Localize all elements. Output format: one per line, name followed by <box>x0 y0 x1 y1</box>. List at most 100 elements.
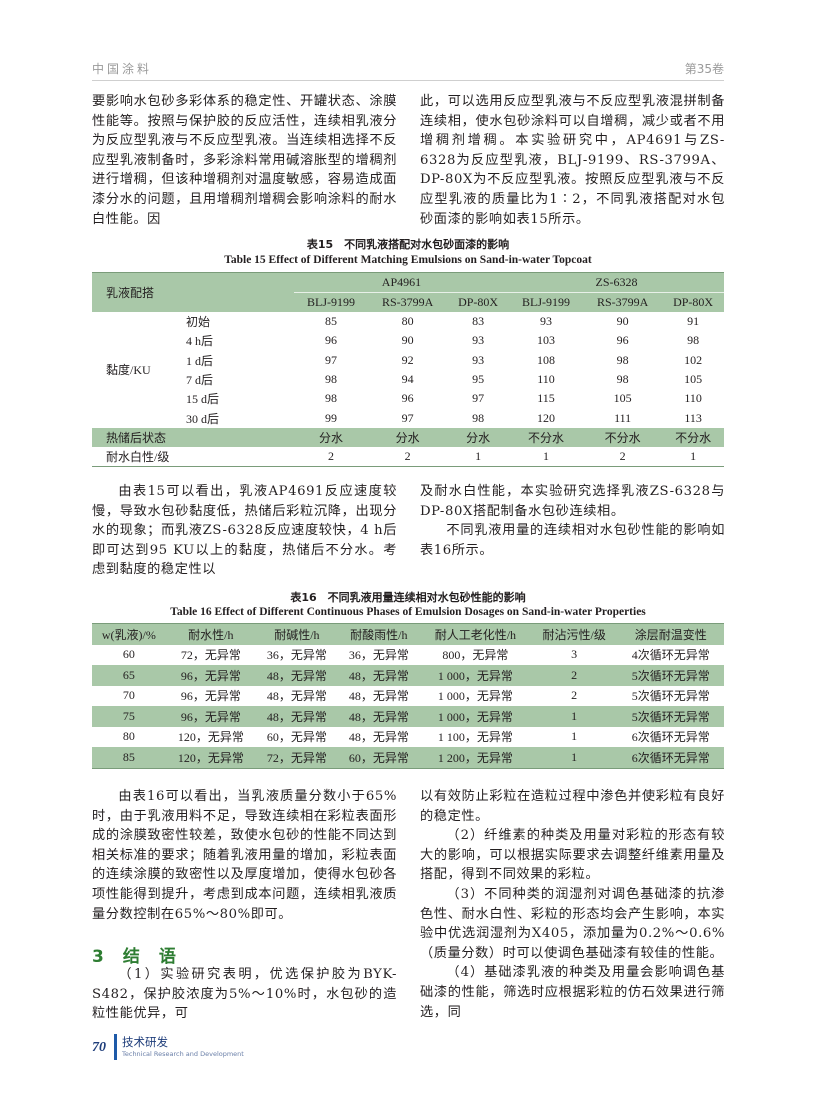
table-cell: 6次循环无异常 <box>631 750 710 765</box>
table-cell: 96 <box>325 333 337 348</box>
time-label: 7 d后 <box>186 373 214 388</box>
table-cell: 120，无异常 <box>177 750 244 765</box>
table-cell: 分水 <box>319 430 344 445</box>
table-cell: 108 <box>536 352 555 367</box>
table-row: 耐水白性/级 2 2 1 1 2 1 <box>92 447 724 467</box>
table-cell: 92 <box>401 352 414 367</box>
table-cell: 96，无异常 <box>180 709 241 724</box>
volume-number: 第35卷 <box>684 62 724 76</box>
table-cell: 97 <box>472 391 485 406</box>
table-row: 15 d后 98 96 97 115 105 110 <box>92 389 724 408</box>
table15-caption-cn: 表15 不同乳液搭配对水包砂面漆的影响 <box>306 238 510 251</box>
table-row: 85 120，无异常 72，无异常 60，无异常 1 200，无异常 1 6次循环无异常 <box>92 747 724 768</box>
table-cell: 83 <box>472 314 485 329</box>
table-cell: 90 <box>401 333 414 348</box>
paragraph: （1）实验研究表明，优选保护胶为BYK-S482，保护胶浓度为5%～10%时，水… <box>92 967 397 1022</box>
table-cell: 1 <box>475 449 482 464</box>
time-label: 初始 <box>186 315 211 330</box>
corner-header: 乳液配搭 <box>106 286 155 300</box>
table-row: 65 96，无异常 48，无异常 48，无异常 1 000，无异常 2 5次循环无异常 <box>92 665 724 686</box>
table-cell: 97 <box>401 410 414 425</box>
table-row: 80 120，无异常 60，无异常 48，无异常 1 100，无异常 1 6次循环无异常 <box>92 727 724 748</box>
table-cell: 48，无异常 <box>348 668 409 683</box>
table-cell: 110 <box>537 372 555 387</box>
table-row: 60 72，无异常 36，无异常 36，无异常 800，无异常 3 4次循环无异常 <box>92 645 724 666</box>
row-label: 热储后状态 <box>106 430 167 445</box>
table-cell: 1 100，无异常 <box>437 730 513 745</box>
table-cell: 1 200，无异常 <box>437 750 513 765</box>
table-cell: 不分水 <box>527 430 564 445</box>
table-cell: 5次循环无异常 <box>631 689 710 704</box>
table-cell: 5次循环无异常 <box>631 668 710 683</box>
para1-right: 此，可以选用反应型乳液与不反应型乳液混拼制备连续相，使水包砂涂料可以自增稠，减少… <box>420 92 725 229</box>
section-name-en: Technical Research and Development <box>122 1050 244 1058</box>
column-header: 耐碱性/h <box>274 627 320 642</box>
table-cell: 85 <box>325 314 337 329</box>
table-cell: 65 <box>122 667 135 682</box>
column-header: 涂层耐温变性 <box>634 627 707 642</box>
column-header: BLJ-9199 <box>307 295 355 309</box>
paragraph: （2）纤维素的种类及用量对彩粒的形态有较大的影响，可以根据实际要求去调整纤维素用… <box>420 828 725 883</box>
section-name-cn: 技术研发 <box>122 1035 168 1049</box>
para3-left: 由表16可以看出，当乳液质量分数小于65%时，由于乳液用料不足，导致连续相在彩粒… <box>92 787 397 924</box>
table-cell: 72，无异常 <box>266 750 327 765</box>
table-cell: 113 <box>684 410 702 425</box>
table-cell: 70 <box>122 688 135 703</box>
table-cell: 6次循环无异常 <box>631 730 710 745</box>
table15-caption-en: Table 15 Effect of Different Matching Em… <box>224 254 592 266</box>
para2-left: 由表15可以看出，乳液AP4691反应速度较慢，导致水包砂黏度低，热储后彩粒沉降… <box>92 482 397 580</box>
table16-caption-en: Table 16 Effect of Different Continuous … <box>170 606 646 618</box>
table-row: 4 h后 96 90 93 103 96 98 <box>92 331 724 350</box>
table-cell: 2 <box>619 449 626 464</box>
table-cell: 90 <box>616 314 629 329</box>
time-label: 15 d后 <box>186 392 220 407</box>
column-header: RS-3799A <box>381 295 434 309</box>
paragraph: 要影响水包砂多彩体系的稳定性、开罐状态、涂膜性能等。按照与保护胶的反应活性，连续… <box>92 94 397 227</box>
table-cell: 3 <box>571 647 578 662</box>
column-header: w(乳液)/% <box>101 627 156 642</box>
table-cell: 2 <box>571 688 578 703</box>
table-cell: 97 <box>325 352 337 367</box>
table-cell: 48，无异常 <box>348 689 409 704</box>
table-cell: 1 <box>571 708 578 723</box>
table-cell: 800，无异常 <box>442 648 509 663</box>
table-cell: 48，无异常 <box>266 668 327 683</box>
table-cell: 60，无异常 <box>348 750 409 765</box>
table-cell: 80 <box>122 729 135 744</box>
table-cell: 1 000，无异常 <box>437 668 513 683</box>
table-cell: 1 <box>571 729 578 744</box>
time-label: 30 d后 <box>186 411 220 426</box>
header-row: w(乳液)/% 耐水性/h 耐碱性/h 耐酸雨性/h 耐人工老化性/h 耐沾污性/级 涂层耐… <box>92 623 724 645</box>
paragraph: （4）基础漆乳液的种类及用量会影响调色基础漆的性能，筛选时应根据彩粒的仿石效果进… <box>420 965 725 1020</box>
paragraph: 及耐水白性能，本实验研究选择乳液ZS-6328与DP-80X搭配制备水包砂连续相… <box>420 484 725 519</box>
time-label: 1 d后 <box>186 353 214 368</box>
table-cell: 105 <box>613 391 632 406</box>
column-header: RS-3799A <box>596 295 649 309</box>
column-header: DP-80X <box>458 295 499 309</box>
table-cell: 分水 <box>466 430 491 445</box>
table-cell: 96，无异常 <box>180 689 241 704</box>
column-header: DP-80X <box>673 295 714 309</box>
column-header: BLJ-9199 <box>521 295 570 309</box>
column-header: 耐人工老化性/h <box>434 627 517 642</box>
table-cell: 48，无异常 <box>348 730 409 745</box>
column-header: 耐酸雨性/h <box>350 627 408 642</box>
table-cell: 36，无异常 <box>348 648 409 663</box>
table-cell: 48，无异常 <box>348 709 409 724</box>
table-cell: 120 <box>536 410 555 425</box>
table-cell: 1 000，无异常 <box>437 689 513 704</box>
table-cell: 4次循环无异常 <box>631 648 710 663</box>
table-cell: 2 <box>404 449 411 464</box>
table-cell: 98 <box>687 333 700 348</box>
table-cell: 98 <box>472 410 485 425</box>
table-row: 1 d后 97 92 93 108 98 102 <box>92 351 724 370</box>
paragraph: 由表16可以看出，当乳液质量分数小于65%时，由于乳液用料不足，导致连续相在彩粒… <box>92 789 397 922</box>
table-cell: 1 <box>690 449 697 464</box>
para1-left: 要影响水包砂多彩体系的稳定性、开罐状态、涂膜性能等。按照与保护胶的反应活性，连续… <box>92 92 397 229</box>
page-number: 70 <box>92 1040 106 1055</box>
table-cell: 85 <box>122 749 135 764</box>
header-row: 乳液配搭 AP4961 ZS-6328 <box>92 272 724 300</box>
table-cell: 95 <box>472 372 485 387</box>
table-row: 70 96，无异常 48，无异常 48，无异常 1 000，无异常 2 5次循环无异常 <box>92 686 724 707</box>
column-header: 耐水性/h <box>188 627 234 642</box>
